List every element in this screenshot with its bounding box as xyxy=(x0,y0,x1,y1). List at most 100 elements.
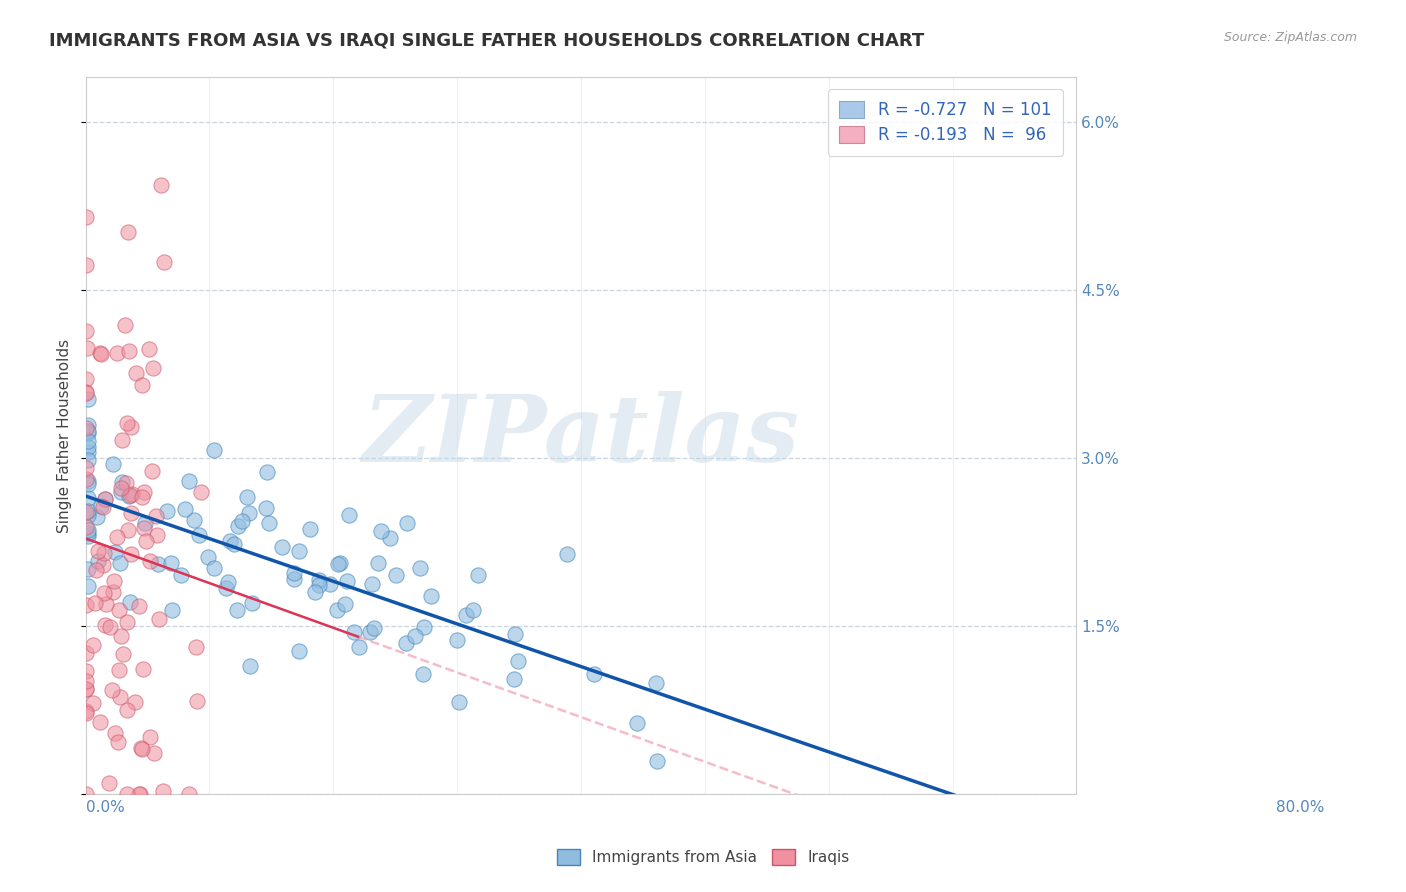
Point xyxy=(110,484,132,499)
Point xyxy=(115,416,138,430)
Point xyxy=(103,574,125,588)
Point xyxy=(77,418,100,433)
Point xyxy=(77,440,100,454)
Point xyxy=(412,620,434,634)
Point xyxy=(75,646,97,660)
Point xyxy=(404,629,426,643)
Text: 0.0%: 0.0% xyxy=(86,800,124,814)
Point xyxy=(329,557,352,571)
Point xyxy=(370,524,392,538)
Point xyxy=(115,476,138,491)
Legend: Immigrants from Asia, Iraqis: Immigrants from Asia, Iraqis xyxy=(551,843,855,871)
Point xyxy=(93,585,115,599)
Point xyxy=(75,384,97,399)
Point xyxy=(162,603,184,617)
Point xyxy=(447,695,470,709)
Point xyxy=(395,635,418,649)
Point xyxy=(90,346,112,360)
Point xyxy=(156,504,179,518)
Point xyxy=(325,603,347,617)
Point xyxy=(626,715,648,730)
Point xyxy=(378,532,401,546)
Point xyxy=(160,557,183,571)
Point xyxy=(142,361,165,376)
Point xyxy=(87,554,110,568)
Point xyxy=(299,522,322,536)
Point xyxy=(121,487,143,501)
Point xyxy=(104,726,127,740)
Point xyxy=(114,59,136,73)
Point xyxy=(115,787,138,801)
Point xyxy=(115,615,138,629)
Point xyxy=(120,547,142,561)
Point xyxy=(76,341,98,355)
Point xyxy=(75,421,97,435)
Point xyxy=(75,211,97,225)
Point xyxy=(254,500,277,515)
Point xyxy=(134,521,156,535)
Point xyxy=(77,523,100,537)
Point xyxy=(134,516,156,531)
Point xyxy=(503,626,526,640)
Point xyxy=(134,485,156,500)
Point xyxy=(75,664,97,678)
Point xyxy=(187,528,209,542)
Point xyxy=(202,442,225,457)
Point xyxy=(271,540,294,554)
Point xyxy=(117,225,139,239)
Point xyxy=(183,513,205,527)
Point xyxy=(582,667,605,681)
Point xyxy=(361,577,384,591)
Point xyxy=(118,489,141,503)
Point xyxy=(75,472,97,486)
Point xyxy=(463,602,485,616)
Point xyxy=(87,543,110,558)
Point xyxy=(412,667,434,681)
Point xyxy=(94,618,117,632)
Point xyxy=(84,596,107,610)
Point xyxy=(75,324,97,338)
Point xyxy=(110,629,132,643)
Point xyxy=(148,558,170,572)
Point xyxy=(120,595,142,609)
Point xyxy=(86,510,108,524)
Point xyxy=(145,509,167,524)
Point xyxy=(217,574,239,589)
Point xyxy=(186,694,208,708)
Point xyxy=(120,488,142,502)
Point xyxy=(239,659,262,673)
Point xyxy=(238,506,260,520)
Point xyxy=(103,457,125,471)
Point xyxy=(115,703,138,717)
Point xyxy=(77,434,100,449)
Point xyxy=(131,377,153,392)
Point xyxy=(75,681,97,696)
Point xyxy=(96,597,118,611)
Point xyxy=(142,746,165,760)
Point xyxy=(132,662,155,676)
Point xyxy=(75,460,97,475)
Legend: R = -0.727   N = 101, R = -0.193   N =  96: R = -0.727 N = 101, R = -0.193 N = 96 xyxy=(828,89,1063,156)
Point xyxy=(288,644,311,658)
Point xyxy=(367,556,389,570)
Point xyxy=(319,577,342,591)
Point xyxy=(105,530,128,544)
Point xyxy=(110,475,132,489)
Point xyxy=(75,371,97,385)
Point xyxy=(75,673,97,688)
Point xyxy=(215,581,238,595)
Point xyxy=(152,784,174,798)
Text: Source: ZipAtlas.com: Source: ZipAtlas.com xyxy=(1223,31,1357,45)
Point xyxy=(506,654,529,668)
Point xyxy=(645,754,668,768)
Point xyxy=(179,474,201,488)
Point xyxy=(75,258,97,272)
Point xyxy=(117,523,139,537)
Point xyxy=(644,676,666,690)
Point xyxy=(148,612,170,626)
Point xyxy=(420,589,443,603)
Point xyxy=(184,640,207,654)
Point xyxy=(259,516,281,531)
Point xyxy=(120,420,142,434)
Point xyxy=(77,453,100,467)
